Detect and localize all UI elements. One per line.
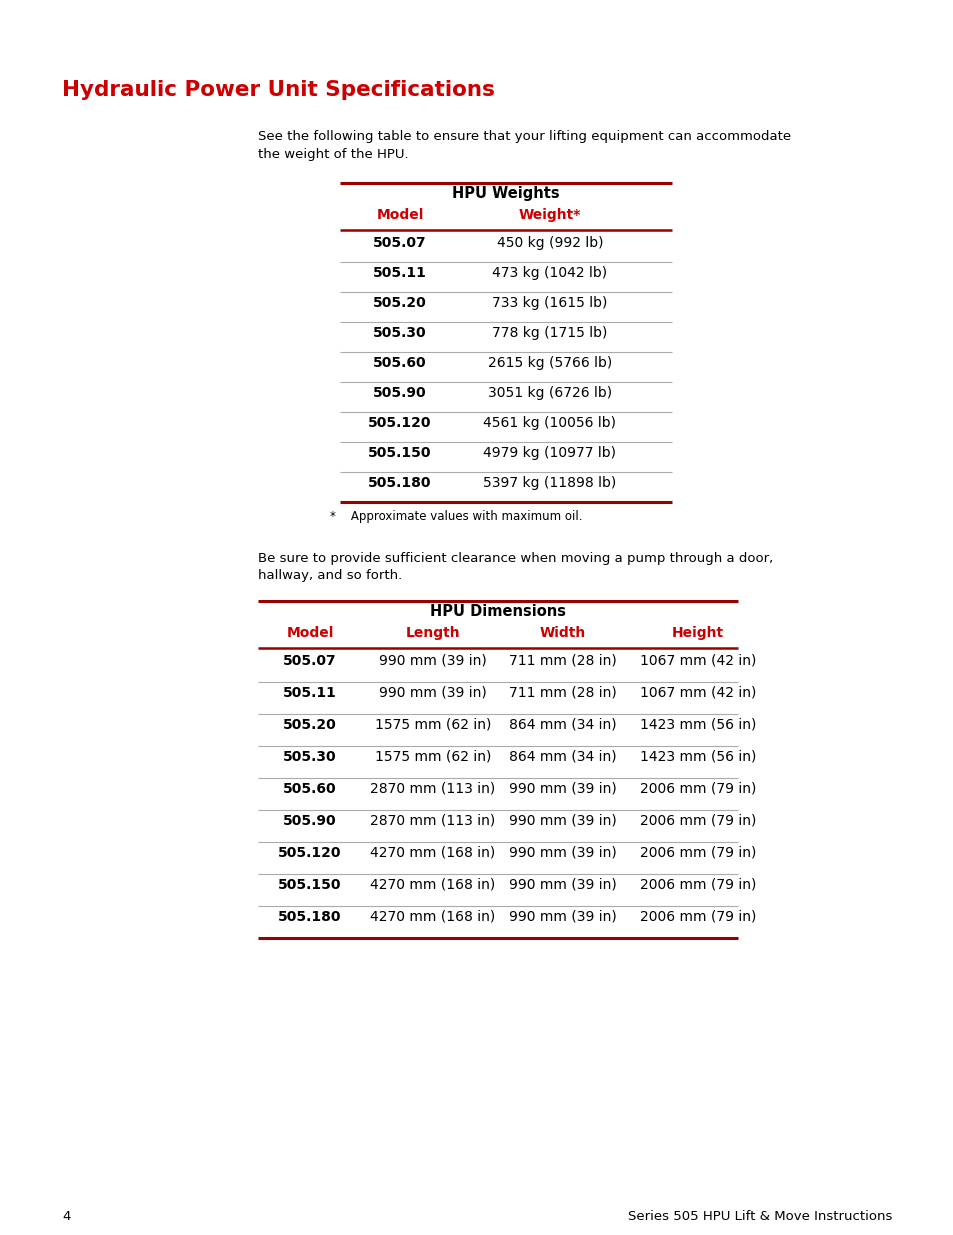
Text: 2006 mm (79 in): 2006 mm (79 in) xyxy=(639,814,756,827)
Text: 711 mm (28 in): 711 mm (28 in) xyxy=(509,655,617,668)
Text: 864 mm (34 in): 864 mm (34 in) xyxy=(509,718,617,732)
Text: 2870 mm (113 in): 2870 mm (113 in) xyxy=(370,814,496,827)
Text: 4270 mm (168 in): 4270 mm (168 in) xyxy=(370,846,496,860)
Text: 505.150: 505.150 xyxy=(368,446,432,459)
Text: 450 kg (992 lb): 450 kg (992 lb) xyxy=(497,236,602,249)
Text: 505.60: 505.60 xyxy=(373,356,426,370)
Text: 505.180: 505.180 xyxy=(368,475,432,490)
Text: 3051 kg (6726 lb): 3051 kg (6726 lb) xyxy=(487,387,612,400)
Text: 505.20: 505.20 xyxy=(283,718,336,732)
Text: 505.07: 505.07 xyxy=(373,236,426,249)
Text: Be sure to provide sufficient clearance when moving a pump through a door,: Be sure to provide sufficient clearance … xyxy=(257,552,773,564)
Text: 2006 mm (79 in): 2006 mm (79 in) xyxy=(639,910,756,924)
Text: 4979 kg (10977 lb): 4979 kg (10977 lb) xyxy=(483,446,616,459)
Text: hallway, and so forth.: hallway, and so forth. xyxy=(257,569,402,582)
Text: See the following table to ensure that your lifting equipment can accommodate: See the following table to ensure that y… xyxy=(257,130,790,143)
Text: Hydraulic Power Unit Specifications: Hydraulic Power Unit Specifications xyxy=(62,80,495,100)
Text: 505.11: 505.11 xyxy=(283,685,336,700)
Text: 864 mm (34 in): 864 mm (34 in) xyxy=(509,750,617,764)
Text: 990 mm (39 in): 990 mm (39 in) xyxy=(509,782,617,797)
Text: 778 kg (1715 lb): 778 kg (1715 lb) xyxy=(492,326,607,340)
Text: HPU Weights: HPU Weights xyxy=(452,186,559,201)
Text: 990 mm (39 in): 990 mm (39 in) xyxy=(509,910,617,924)
Text: Height: Height xyxy=(671,626,723,640)
Text: 990 mm (39 in): 990 mm (39 in) xyxy=(378,685,486,700)
Text: 505.150: 505.150 xyxy=(278,878,341,892)
Text: 2615 kg (5766 lb): 2615 kg (5766 lb) xyxy=(487,356,612,370)
Text: 1067 mm (42 in): 1067 mm (42 in) xyxy=(639,685,756,700)
Text: 505.30: 505.30 xyxy=(283,750,336,764)
Text: 1423 mm (56 in): 1423 mm (56 in) xyxy=(639,718,756,732)
Text: 1575 mm (62 in): 1575 mm (62 in) xyxy=(375,718,491,732)
Text: 4270 mm (168 in): 4270 mm (168 in) xyxy=(370,910,496,924)
Text: *    Approximate values with maximum oil.: * Approximate values with maximum oil. xyxy=(330,510,582,522)
Text: the weight of the HPU.: the weight of the HPU. xyxy=(257,148,408,161)
Text: 505.11: 505.11 xyxy=(373,266,427,280)
Text: Model: Model xyxy=(375,207,423,222)
Text: Length: Length xyxy=(405,626,460,640)
Text: 5397 kg (11898 lb): 5397 kg (11898 lb) xyxy=(483,475,616,490)
Text: 711 mm (28 in): 711 mm (28 in) xyxy=(509,685,617,700)
Text: 505.20: 505.20 xyxy=(373,296,426,310)
Text: 505.60: 505.60 xyxy=(283,782,336,797)
Text: 505.90: 505.90 xyxy=(373,387,426,400)
Text: 4: 4 xyxy=(62,1210,71,1223)
Text: 990 mm (39 in): 990 mm (39 in) xyxy=(509,878,617,892)
Text: Series 505 HPU Lift & Move Instructions: Series 505 HPU Lift & Move Instructions xyxy=(627,1210,891,1223)
Text: Width: Width xyxy=(539,626,585,640)
Text: 2006 mm (79 in): 2006 mm (79 in) xyxy=(639,878,756,892)
Text: 505.120: 505.120 xyxy=(368,416,432,430)
Text: 2006 mm (79 in): 2006 mm (79 in) xyxy=(639,846,756,860)
Text: 4270 mm (168 in): 4270 mm (168 in) xyxy=(370,878,496,892)
Text: 1575 mm (62 in): 1575 mm (62 in) xyxy=(375,750,491,764)
Text: 990 mm (39 in): 990 mm (39 in) xyxy=(378,655,486,668)
Text: 505.180: 505.180 xyxy=(278,910,341,924)
Text: 505.07: 505.07 xyxy=(283,655,336,668)
Text: 473 kg (1042 lb): 473 kg (1042 lb) xyxy=(492,266,607,280)
Text: 505.120: 505.120 xyxy=(278,846,341,860)
Text: 1067 mm (42 in): 1067 mm (42 in) xyxy=(639,655,756,668)
Text: 2006 mm (79 in): 2006 mm (79 in) xyxy=(639,782,756,797)
Text: 990 mm (39 in): 990 mm (39 in) xyxy=(509,814,617,827)
Text: 505.90: 505.90 xyxy=(283,814,336,827)
Text: Model: Model xyxy=(286,626,334,640)
Text: 1423 mm (56 in): 1423 mm (56 in) xyxy=(639,750,756,764)
Text: 4561 kg (10056 lb): 4561 kg (10056 lb) xyxy=(483,416,616,430)
Text: 990 mm (39 in): 990 mm (39 in) xyxy=(509,846,617,860)
Text: 2870 mm (113 in): 2870 mm (113 in) xyxy=(370,782,496,797)
Text: Weight*: Weight* xyxy=(518,207,580,222)
Text: 733 kg (1615 lb): 733 kg (1615 lb) xyxy=(492,296,607,310)
Text: 505.30: 505.30 xyxy=(373,326,426,340)
Text: HPU Dimensions: HPU Dimensions xyxy=(430,604,565,619)
